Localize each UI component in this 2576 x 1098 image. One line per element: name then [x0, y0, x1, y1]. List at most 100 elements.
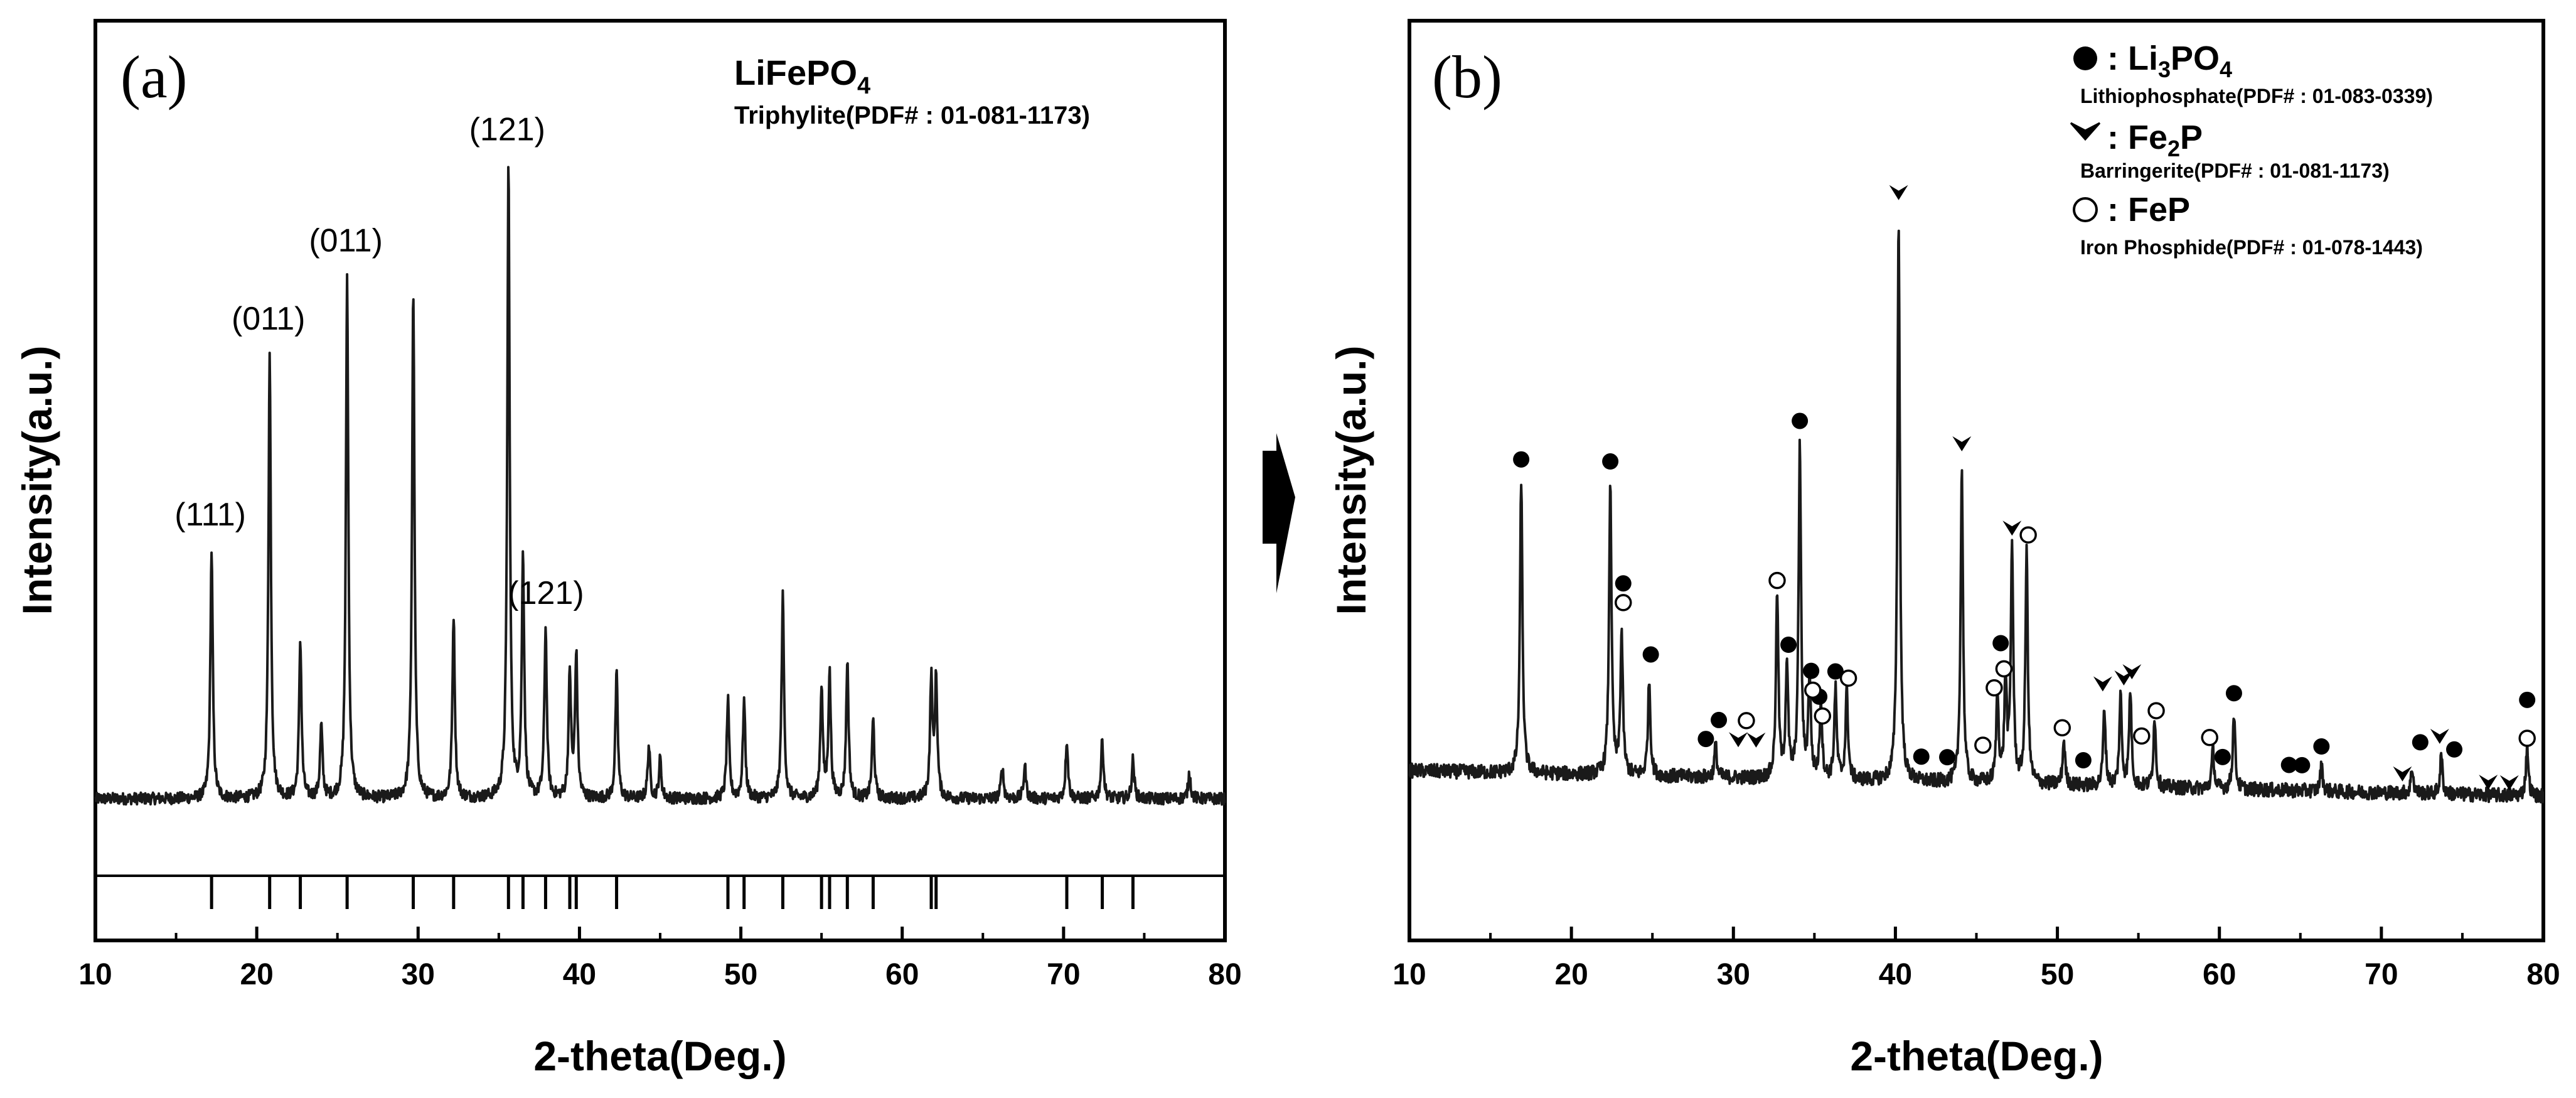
li3po4-marker-icon [1697, 731, 1714, 748]
fe2p-marker-icon [2430, 728, 2449, 744]
panel-a-x-tick-label: 50 [724, 958, 757, 991]
panel-b-x-tick-label: 70 [2365, 958, 2398, 991]
panel-b-x-ticks: 10 20 30 40 50 60 70 80 [1392, 927, 2560, 991]
legend-li3po4-description: Lithiophosphate(PDF# : 01-083-0339) [2080, 85, 2433, 107]
li3po4-marker-icon [1711, 711, 1728, 728]
panel-b-legend: : Li3PO4 Lithiophosphate(PDF# : 01-083-0… [2070, 40, 2433, 259]
fe2p-marker-icon [2479, 775, 2498, 790]
fe2p-marker-icon [1729, 732, 1748, 748]
panel-a-subtitle: Triphylite(PDF# : 01-081-1173) [734, 102, 1090, 129]
panel-b-y-axis-label: Intensity(a.u.) [1328, 345, 1374, 615]
li3po4-marker-icon [1827, 663, 1844, 680]
panel-a-x-axis-label: 2-theta(Deg.) [533, 1033, 786, 1079]
fep-marker-icon [1985, 679, 2003, 697]
fep-marker-icon [2053, 719, 2071, 737]
fep-marker-icon [1804, 681, 1822, 699]
legend-li3po4-marker-icon [2073, 46, 2097, 70]
fep-marker-icon [2019, 526, 2037, 544]
transformation-arrow-icon [1263, 433, 1295, 593]
panel-a-xrd-trace [94, 166, 1226, 806]
panel-b-x-tick-label: 10 [1392, 958, 1426, 991]
panel-a-letter: (a) [120, 43, 188, 110]
panel-b-xrd-trace [1408, 229, 2545, 804]
fe2p-marker-icon [2393, 766, 2412, 782]
fe2p-marker-icon [2093, 676, 2112, 692]
legend-fep-label: : FeP [2107, 191, 2190, 229]
li3po4-marker-icon [2075, 752, 2092, 769]
li3po4-marker-icon [1803, 662, 1820, 679]
panel-a-peak-label: (111) [174, 497, 246, 533]
panel-a-x-ticks: 10 20 30 40 50 60 70 80 [78, 927, 1242, 991]
fep-marker-icon [2133, 727, 2151, 745]
panel-b: 10 20 30 40 50 60 70 80 (b) : Li3PO4 Lithiophos… [1328, 19, 2560, 1079]
fep-marker-icon [1738, 712, 1755, 729]
panel-a-x-tick-label: 60 [885, 958, 919, 991]
fep-marker-icon [1768, 571, 1786, 589]
li3po4-marker-icon [1913, 748, 1930, 765]
panel-a-x-tick-label: 40 [563, 958, 596, 991]
fe2p-marker-icon [1889, 185, 1908, 200]
legend-li3po4-label: : Li3PO4 [2107, 40, 2232, 82]
li3po4-marker-icon [1642, 646, 1659, 663]
fe2p-marker-icon [1952, 436, 1972, 451]
li3po4-marker-icon [2519, 691, 2536, 708]
fe2p-marker-icon [2122, 664, 2142, 679]
panel-a-peak-label: (011) [232, 301, 306, 337]
fep-marker-icon [1974, 736, 1992, 754]
panel-a-x-tick-label: 80 [1208, 958, 1241, 991]
panel-b-x-axis-label: 2-theta(Deg.) [1850, 1033, 2103, 1079]
li3po4-marker-icon [1939, 749, 1956, 766]
li3po4-marker-icon [1992, 635, 2009, 652]
panel-b-x-tick-label: 60 [2203, 958, 2236, 991]
fep-marker-icon [1995, 660, 2013, 678]
fep-marker-icon [2147, 702, 2165, 719]
fep-marker-icon [1839, 669, 1857, 687]
legend-fep-marker-icon [2073, 197, 2098, 222]
li3po4-marker-icon [2225, 685, 2242, 702]
fep-marker-icon [1814, 707, 1832, 725]
li3po4-marker-icon [1602, 453, 1619, 470]
panel-a-reference-lines [210, 876, 1135, 909]
panel-b-x-tick-label: 40 [1879, 958, 1912, 991]
panel-a-x-tick-label: 30 [402, 958, 435, 991]
panel-b-x-tick-label: 30 [1717, 958, 1750, 991]
panel-a-y-axis-label: Intensity(a.u.) [14, 345, 60, 615]
panel-a-x-tick-label: 20 [240, 958, 273, 991]
fe2p-marker-icon [2499, 775, 2519, 790]
li3po4-marker-icon [2313, 738, 2330, 755]
panel-a-peak-label: (011) [309, 222, 383, 259]
legend-fe2p-label: : Fe2P [2107, 119, 2203, 161]
panel-b-x-tick-label: 50 [2041, 958, 2074, 991]
fe2p-marker-icon [1746, 732, 1766, 748]
li3po4-marker-icon [2412, 734, 2429, 751]
panel-b-letter: (b) [1432, 43, 1502, 110]
panel-b-phase-markers [1513, 185, 2536, 790]
li3po4-marker-icon [2280, 756, 2297, 773]
panel-b-frame [1408, 19, 2545, 942]
panel-a-peak-label: (121) [469, 112, 545, 148]
panel-a-frame [94, 19, 1227, 942]
panel-a-title: LiFePO4 [734, 53, 870, 99]
legend-fep-description: Iron Phosphide(PDF# : 01-078-1443) [2080, 236, 2423, 259]
legend-fe2p-marker-icon [2070, 122, 2101, 141]
li3po4-marker-icon [1513, 451, 1530, 468]
fep-marker-icon [2518, 729, 2536, 747]
panel-a-peak-label: (121) [508, 575, 584, 611]
panel-a-x-tick-label: 10 [78, 958, 112, 991]
li3po4-marker-icon [1615, 575, 1632, 592]
fe2p-marker-icon [2114, 670, 2134, 686]
li3po4-marker-icon [2214, 748, 2231, 765]
panel-a: 10 20 30 40 50 60 70 80 (111) (011) (011) (121) (12… [14, 19, 1242, 1079]
legend-fe2p-description: Barringerite(PDF# : 01-081-1173) [2080, 159, 2390, 182]
panel-b-x-tick-label: 20 [1554, 958, 1588, 991]
li3po4-marker-icon [2446, 741, 2463, 758]
panel-a-peak-labels: (111) (011) (011) (121) (121) [174, 112, 584, 611]
li3po4-marker-icon [1780, 637, 1797, 654]
fep-marker-icon [1614, 594, 1632, 611]
fep-marker-icon [2201, 729, 2218, 746]
li3po4-marker-icon [2294, 756, 2311, 773]
li3po4-marker-icon [1792, 412, 1809, 429]
panel-a-x-tick-label: 70 [1047, 958, 1080, 991]
fe2p-marker-icon [2002, 520, 2022, 536]
